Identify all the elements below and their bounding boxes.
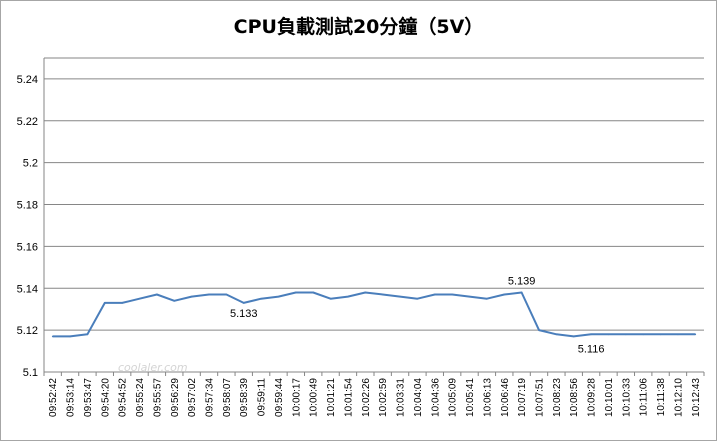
x-tick-label: 10:10:33 <box>621 378 632 417</box>
x-tick-label: 10:10:01 <box>604 378 615 417</box>
data-point <box>572 335 575 338</box>
x-tick-label: 09:53:14 <box>66 378 77 417</box>
y-tick-label: 5.18 <box>17 200 38 212</box>
x-tick-label: 10:12:10 <box>673 378 684 417</box>
data-point <box>468 295 471 298</box>
x-tick-label: 10:04:04 <box>413 378 424 417</box>
x-tick-label: 10:08:23 <box>552 378 563 417</box>
data-point <box>347 295 349 298</box>
data-point <box>520 291 523 294</box>
x-tick-label: 09:58:39 <box>239 378 250 417</box>
y-tick-label: 5.16 <box>17 241 38 253</box>
data-point <box>260 297 262 300</box>
x-tick-label: 10:02:26 <box>361 378 372 417</box>
x-tick-label: 10:11:38 <box>656 378 667 417</box>
x-tick-label: 09:54:52 <box>118 378 129 417</box>
data-point <box>51 335 54 338</box>
y-tick-label: 5.12 <box>17 325 38 337</box>
series-line <box>52 291 696 338</box>
x-tick-label: 10:08:56 <box>569 378 580 417</box>
x-tick-label: 10:06:46 <box>500 378 511 417</box>
x-tick-label: 10:01:21 <box>326 378 337 417</box>
data-point <box>607 333 610 336</box>
data-point <box>208 293 210 296</box>
x-tick-label: 09:54:20 <box>100 378 111 417</box>
x-tick-label: 10:05:09 <box>448 378 459 417</box>
data-point <box>121 302 123 304</box>
x-tick-label: 10:12:43 <box>691 378 702 417</box>
data-point <box>486 297 488 300</box>
x-tick-label: 09:52:42 <box>48 378 59 417</box>
data-point <box>225 293 228 296</box>
x-tick-label: 09:56:29 <box>170 378 181 417</box>
data-point <box>103 302 106 304</box>
data-point <box>190 295 193 298</box>
watermark-text: coolaler.com <box>118 361 188 374</box>
y-tick-label: 5.1 <box>23 367 38 379</box>
x-tick-label: 10:06:13 <box>482 378 493 417</box>
data-point <box>69 335 71 338</box>
x-tick-label: 10:01:54 <box>343 378 354 417</box>
x-tick-label: 10:07:19 <box>517 378 528 417</box>
y-tick-label: 5.14 <box>17 283 38 295</box>
data-point <box>295 291 297 294</box>
x-tick-label: 10:04:36 <box>430 378 441 417</box>
x-tick-label: 09:58:07 <box>222 378 233 417</box>
y-tick-label: 5.22 <box>17 116 38 128</box>
y-tick-label: 5.24 <box>17 74 38 86</box>
data-point <box>277 295 280 298</box>
data-point <box>399 295 401 298</box>
x-tick-label: 10:09:28 <box>587 378 598 417</box>
data-point <box>381 293 384 296</box>
data-point <box>694 333 697 336</box>
data-point <box>86 333 89 336</box>
data-point <box>677 333 679 336</box>
data-point <box>364 291 367 294</box>
data-label: 5.116 <box>578 344 605 356</box>
data-point <box>538 329 540 331</box>
data-point <box>433 293 436 296</box>
x-tick-label: 10:07:51 <box>535 378 546 417</box>
data-point <box>312 291 315 294</box>
data-point <box>659 333 662 336</box>
x-tick-label: 09:59:11 <box>257 378 268 417</box>
data-point <box>138 297 141 300</box>
data-point <box>625 333 627 336</box>
data-point <box>503 293 506 296</box>
chart-title: CPU負載測試20分鐘（5V） <box>233 16 484 38</box>
x-tick-label: 10:05:41 <box>465 378 476 417</box>
data-point <box>642 333 645 336</box>
x-tick-label: 10:02:59 <box>378 378 389 417</box>
data-point <box>329 297 332 300</box>
data-point <box>416 297 419 300</box>
x-tick-label: 09:55:24 <box>135 378 146 417</box>
x-tick-label: 10:11:06 <box>639 378 650 417</box>
x-tick-label: 10:00:17 <box>291 378 302 417</box>
x-tick-label: 09:53:47 <box>83 378 94 417</box>
data-point <box>451 293 453 296</box>
x-tick-label: 09:59:44 <box>274 378 285 417</box>
data-point <box>590 333 592 336</box>
data-label: 5.139 <box>508 275 536 287</box>
x-tick-label: 10:00:49 <box>309 378 320 417</box>
data-point <box>173 300 176 302</box>
x-tick-label: 09:57:02 <box>187 378 198 417</box>
data-point <box>555 333 558 336</box>
data-point <box>242 302 245 304</box>
x-tick-label: 09:55:57 <box>152 378 163 417</box>
x-tick-label: 09:57:34 <box>205 378 216 417</box>
x-tick-label: 10:03:31 <box>396 378 407 417</box>
data-point <box>156 293 158 296</box>
data-label: 5.133 <box>230 308 258 320</box>
y-tick-label: 5.2 <box>23 158 38 170</box>
